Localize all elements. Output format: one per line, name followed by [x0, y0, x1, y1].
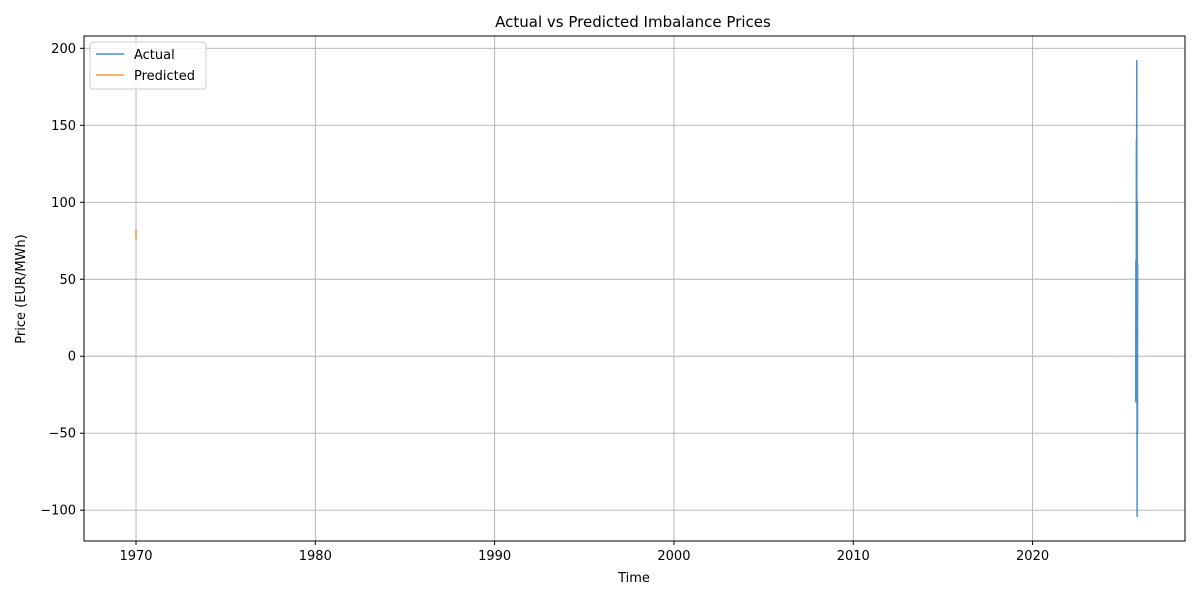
x-tick-label: 1990	[478, 549, 511, 564]
legend: Actual Predicted	[89, 41, 207, 90]
series-layer	[135, 59, 1139, 518]
x-tick-label: 2010	[837, 549, 870, 564]
y-tick-label: −100	[40, 504, 76, 519]
x-tick-label: 1970	[119, 549, 152, 564]
legend-label-actual: Actual	[134, 48, 175, 63]
y-tick-label: 150	[51, 119, 76, 134]
y-axis-label: Price (EUR/MWh)	[14, 234, 29, 343]
y-tick-label: 200	[51, 42, 76, 57]
y-tick-label: −50	[49, 427, 76, 442]
grid	[84, 36, 1185, 541]
x-tick-label: 2020	[1016, 549, 1049, 564]
plot-frame	[83, 35, 1186, 542]
chart-title: Actual vs Predicted Imbalance Prices	[495, 13, 771, 31]
x-axis: 1970 1980 1990 2000 2010 2020	[119, 541, 1049, 564]
x-axis-label: Time	[617, 571, 650, 586]
y-tick-label: 50	[59, 273, 76, 288]
x-tick-label: 2000	[657, 549, 690, 564]
x-tick-label: 1980	[299, 549, 332, 564]
y-axis: −100 −50 0 50 100 150 200	[40, 42, 84, 519]
series-line-actual	[1134, 59, 1139, 518]
legend-label-predicted: Predicted	[134, 69, 195, 84]
y-tick-label: 100	[51, 196, 76, 211]
y-tick-label: 0	[68, 350, 76, 365]
